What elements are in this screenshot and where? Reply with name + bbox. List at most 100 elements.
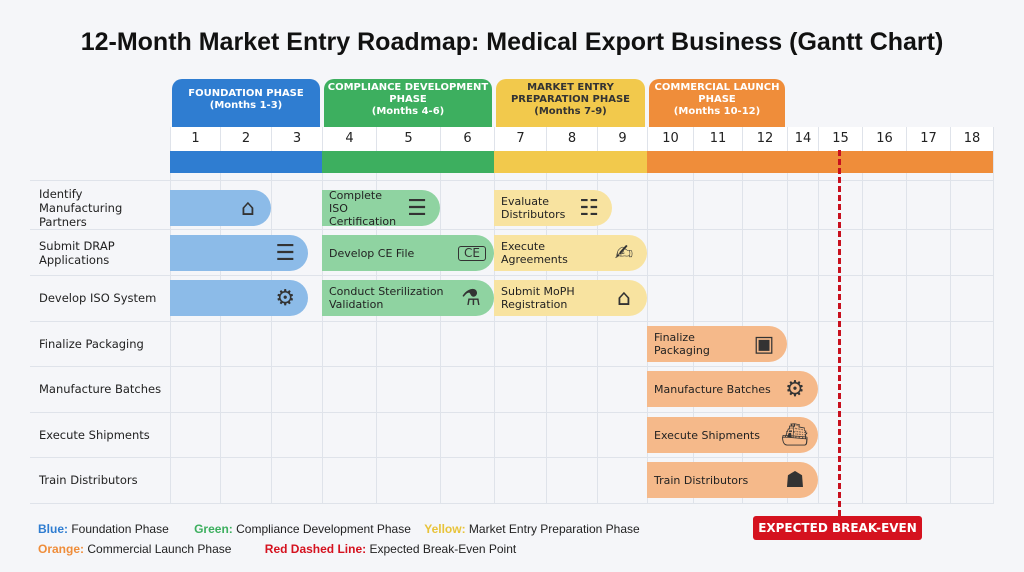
phase-range: (Months 10-12) (673, 106, 761, 117)
task-bar-label: Finalize Packaging (654, 331, 710, 357)
month-phase-bar (693, 151, 742, 173)
task-bar-label: Submit MoPH Registration (501, 285, 575, 311)
month-label: 11 (694, 127, 742, 151)
grid-line-vertical (787, 127, 788, 503)
month-phase-bar (950, 151, 993, 173)
month-phase-bar (647, 151, 693, 173)
training-icon: ☗ (785, 467, 805, 493)
phase-banner-green: COMPLIANCE DEVELOPMENT PHASE (Months 4-6) (324, 79, 492, 127)
month-label: 3 (272, 127, 322, 151)
month-phase-bar (906, 151, 950, 173)
gear-check-icon: ⚙ (275, 285, 296, 311)
legend-item-yellow: Yellow: Market Entry Preparation Phase (424, 522, 640, 536)
task-bar: Manufacture Batches ⚙ (647, 371, 818, 407)
grid-line-horizontal (30, 503, 994, 504)
grid-line-vertical (647, 127, 648, 503)
legend-item-green: Green: Compliance Development Phase (194, 522, 411, 536)
month-label: 15 (819, 127, 862, 151)
task-bar-label: Complete ISO Certification (329, 188, 397, 228)
month-phase-bar (494, 151, 546, 173)
legend-item-red: Red Dashed Line: Expected Break-Even Poi… (264, 542, 517, 556)
task-bar: Conduct Sterilization Validation ⚗ (322, 280, 494, 316)
month-label: 9 (598, 127, 647, 151)
task-bar-label: Develop CE File (329, 246, 415, 260)
certificate-icon: ☰ (407, 195, 427, 221)
task-bar: Submit MoPH Registration ⌂ (494, 280, 647, 316)
grid-line-horizontal (30, 275, 994, 276)
task-row-label: Identify Manufacturing Partners (39, 187, 123, 229)
month-label: 12 (743, 127, 787, 151)
ce-folder-icon: CE (458, 245, 486, 261)
grid-line-vertical (950, 127, 951, 503)
month-phase-bar (220, 151, 271, 173)
month-phase-bar (742, 151, 787, 173)
legend-item-orange: Orange: Commercial Launch Phase (38, 542, 232, 556)
task-bar-label: Execute Shipments (654, 428, 760, 442)
legend-row-1: Blue: Foundation Phase Green: Compliance… (38, 522, 640, 536)
task-row-label: Finalize Packaging (39, 337, 144, 351)
phase-name: COMMERCIAL LAUNCH PHASE (654, 82, 780, 105)
org-chart-icon: ☷ (579, 195, 599, 221)
task-row-label: Submit DRAP Applications (39, 239, 115, 267)
phase-banner-blue: FOUNDATION PHASE (Months 1-3) (172, 79, 320, 127)
grid-line-horizontal (30, 457, 994, 458)
task-bar: Evaluate Distributors ☷ (494, 190, 612, 226)
month-label: 7 (495, 127, 546, 151)
grid-line-vertical (993, 127, 994, 503)
month-phase-bar (787, 151, 818, 173)
legend-item-blue: Blue: Foundation Phase (38, 522, 169, 536)
month-label: 8 (547, 127, 597, 151)
grid-line-horizontal (30, 412, 994, 413)
flask-icon: ⚗ (461, 285, 481, 311)
month-phase-bar (862, 151, 906, 173)
phase-range: (Months 4-6) (371, 106, 445, 117)
task-bar-label: Manufacture Batches (654, 382, 771, 396)
break-even-line (838, 150, 841, 516)
month-phase-bar (170, 151, 220, 173)
task-row-label: Develop ISO System (39, 291, 157, 305)
task-bar: Complete ISO Certification ☰ (322, 188, 440, 228)
task-bar: ⌂ (170, 190, 271, 226)
handshake-icon: ✍ (614, 240, 634, 266)
task-row-label: Execute Shipments (39, 428, 150, 442)
month-phase-bar (271, 151, 322, 173)
task-bar: ⚙ (170, 280, 309, 316)
phase-banner-yellow: MARKET ENTRY PREPARATION PHASE (Months 7-… (496, 79, 645, 127)
month-label: 5 (377, 127, 440, 151)
task-row-label: Manufacture Batches (39, 382, 162, 396)
month-label: 2 (221, 127, 271, 151)
task-bar: Train Distributors ☗ (647, 462, 818, 498)
grid-line-vertical (693, 127, 694, 503)
grid-line-vertical (818, 127, 819, 503)
break-even-label: EXPECTED BREAK-EVEN (753, 516, 922, 540)
month-label: 17 (907, 127, 950, 151)
legend-row-2: Orange: Commercial Launch Phase Red Dash… (38, 542, 516, 556)
month-phase-bar (322, 151, 376, 173)
grid-line-horizontal (30, 321, 994, 322)
task-bar-label: Conduct Sterilization Validation (329, 285, 444, 311)
chart-title: 12-Month Market Entry Roadmap: Medical E… (80, 28, 944, 56)
conveyor-icon: ⚙ (785, 376, 805, 402)
task-bar-label: Train Distributors (654, 473, 749, 487)
government-building-icon: ⌂ (617, 285, 631, 311)
phase-range: (Months 1-3) (209, 100, 283, 111)
document-icon: ☰ (275, 240, 296, 266)
month-label: 1 (171, 127, 220, 151)
month-label: 6 (441, 127, 494, 151)
grid-line-horizontal (30, 366, 994, 367)
grid-line-vertical (742, 127, 743, 503)
month-label: 16 (863, 127, 906, 151)
month-label: 10 (648, 127, 693, 151)
task-bar: Execute Shipments ⛴ (647, 417, 818, 453)
month-label: 14 (788, 127, 818, 151)
ship-icon: ⛴ (781, 422, 809, 448)
month-phase-bar (440, 151, 494, 173)
phase-name: COMPLIANCE DEVELOPMENT PHASE (327, 82, 489, 105)
phase-range: (Months 7-9) (534, 106, 607, 117)
month-phase-bar (376, 151, 440, 173)
grid-line-vertical (862, 127, 863, 503)
task-bar: Finalize Packaging ▣ (647, 326, 787, 362)
task-bar: Execute Agreements ✍ (494, 235, 647, 271)
phase-name: FOUNDATION PHASE (188, 88, 304, 99)
